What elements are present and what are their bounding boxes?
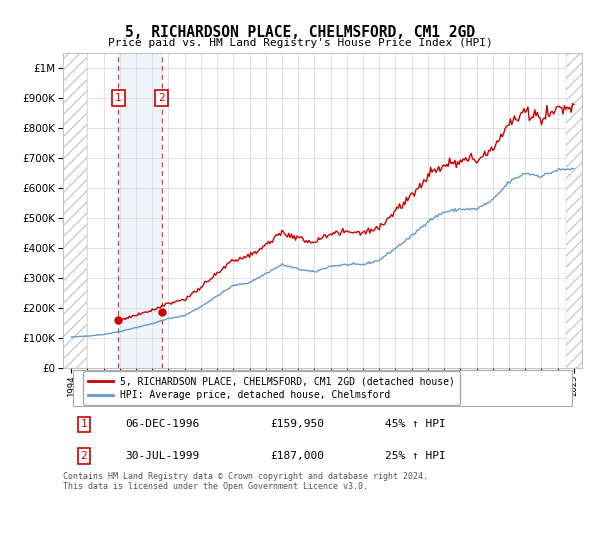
- Text: £159,950: £159,950: [271, 419, 325, 430]
- Text: £187,000: £187,000: [271, 451, 325, 461]
- Text: Contains HM Land Registry data © Crown copyright and database right 2024.
This d: Contains HM Land Registry data © Crown c…: [63, 472, 428, 492]
- Text: 1: 1: [115, 93, 122, 103]
- Text: 2: 2: [80, 451, 87, 461]
- Text: 25% ↑ HPI: 25% ↑ HPI: [385, 451, 446, 461]
- Text: 06-DEC-1996: 06-DEC-1996: [125, 419, 200, 430]
- Text: 45% ↑ HPI: 45% ↑ HPI: [385, 419, 446, 430]
- Text: 30-JUL-1999: 30-JUL-1999: [125, 451, 200, 461]
- Legend: 5, RICHARDSON PLACE, CHELMSFORD, CM1 2GD (detached house), HPI: Average price, d: 5, RICHARDSON PLACE, CHELMSFORD, CM1 2GD…: [83, 371, 460, 405]
- Text: 5, RICHARDSON PLACE, CHELMSFORD, CM1 2GD: 5, RICHARDSON PLACE, CHELMSFORD, CM1 2GD: [125, 25, 475, 40]
- FancyBboxPatch shape: [73, 370, 572, 407]
- Bar: [118, 53, 161, 368]
- Text: Price paid vs. HM Land Registry's House Price Index (HPI): Price paid vs. HM Land Registry's House …: [107, 38, 493, 48]
- Text: 2: 2: [158, 93, 165, 103]
- Text: 1: 1: [80, 419, 87, 430]
